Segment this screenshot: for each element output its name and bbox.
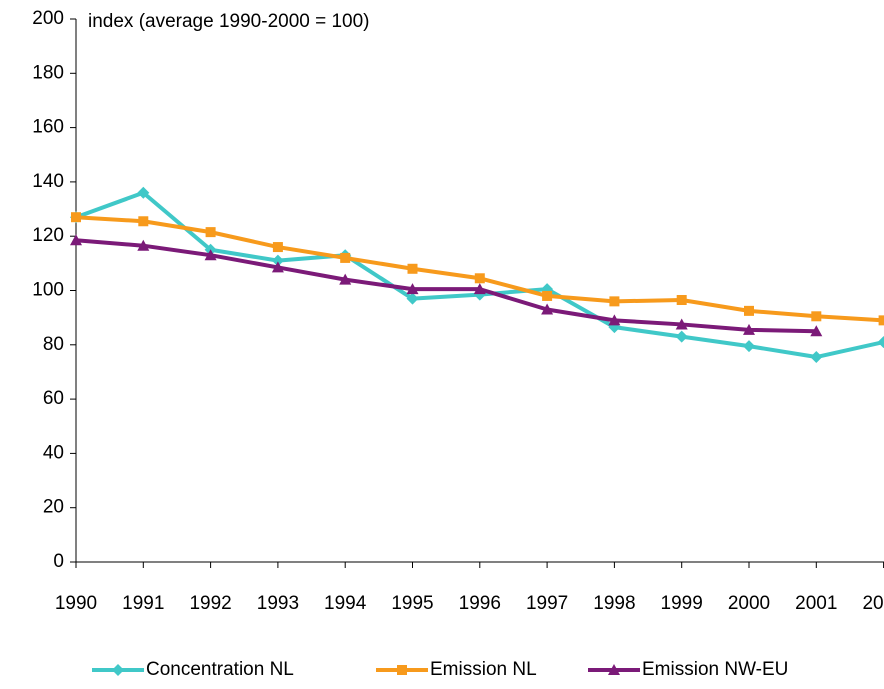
- series-line: [75, 238, 817, 334]
- legend-label: Concentration NL: [146, 659, 294, 680]
- marker: [397, 665, 407, 675]
- marker: [810, 351, 823, 364]
- axis-label: index (average 1990-2000 = 100): [88, 11, 370, 32]
- marker: [70, 234, 82, 246]
- x-tick-label: 1998: [593, 593, 635, 614]
- marker: [675, 330, 688, 343]
- marker: [474, 273, 485, 284]
- y-tick-label: 60: [43, 388, 64, 409]
- series-line: [75, 215, 884, 323]
- marker: [137, 239, 150, 251]
- x-tick-label: 1993: [257, 593, 299, 614]
- marker: [811, 311, 822, 322]
- marker: [272, 242, 283, 253]
- legend-label: Emission NW-EU: [642, 659, 788, 680]
- marker: [877, 336, 884, 349]
- marker: [406, 292, 419, 305]
- y-tick-label: 100: [32, 280, 64, 301]
- marker: [112, 664, 124, 676]
- marker: [340, 252, 351, 263]
- x-tick-label: 1994: [324, 593, 367, 614]
- marker: [204, 249, 217, 261]
- x-tick-label: 1991: [122, 593, 164, 614]
- y-tick-label: 160: [32, 117, 64, 138]
- marker: [542, 290, 553, 301]
- marker: [608, 314, 621, 326]
- x-tick-label: 1997: [526, 593, 568, 614]
- x-tick-label: 1999: [661, 593, 703, 614]
- y-tick-label: 80: [43, 334, 64, 355]
- marker: [810, 325, 823, 337]
- y-tick-label: 140: [32, 171, 64, 192]
- x-tick-label: 1990: [55, 593, 97, 614]
- marker: [675, 318, 688, 330]
- marker: [138, 216, 149, 227]
- marker: [205, 227, 216, 238]
- marker: [271, 254, 284, 267]
- marker: [406, 283, 419, 295]
- marker: [878, 315, 884, 326]
- marker: [744, 305, 754, 316]
- marker: [271, 261, 284, 273]
- y-tick-label: 40: [43, 442, 64, 463]
- marker: [407, 263, 418, 274]
- marker: [473, 283, 486, 295]
- y-tick-label: 0: [53, 551, 64, 572]
- marker: [743, 340, 755, 353]
- marker: [137, 186, 150, 199]
- y-tick-label: 20: [43, 497, 64, 518]
- x-tick-label: 2001: [795, 593, 837, 614]
- x-tick-label: 1995: [391, 593, 433, 614]
- marker: [339, 273, 352, 285]
- marker: [609, 296, 620, 307]
- y-tick-label: 200: [32, 8, 64, 29]
- marker: [608, 664, 620, 675]
- x-tick-label: 2000: [728, 593, 770, 614]
- marker: [71, 212, 81, 223]
- y-tick-label: 180: [32, 62, 64, 83]
- x-tick-label: 2002: [862, 593, 884, 614]
- marker: [676, 295, 687, 306]
- x-tick-label: 1992: [189, 593, 231, 614]
- marker: [541, 303, 554, 315]
- x-tick-label: 1996: [459, 593, 501, 614]
- marker: [743, 323, 755, 335]
- legend-label: Emission NL: [430, 659, 537, 680]
- y-tick-label: 120: [32, 225, 64, 246]
